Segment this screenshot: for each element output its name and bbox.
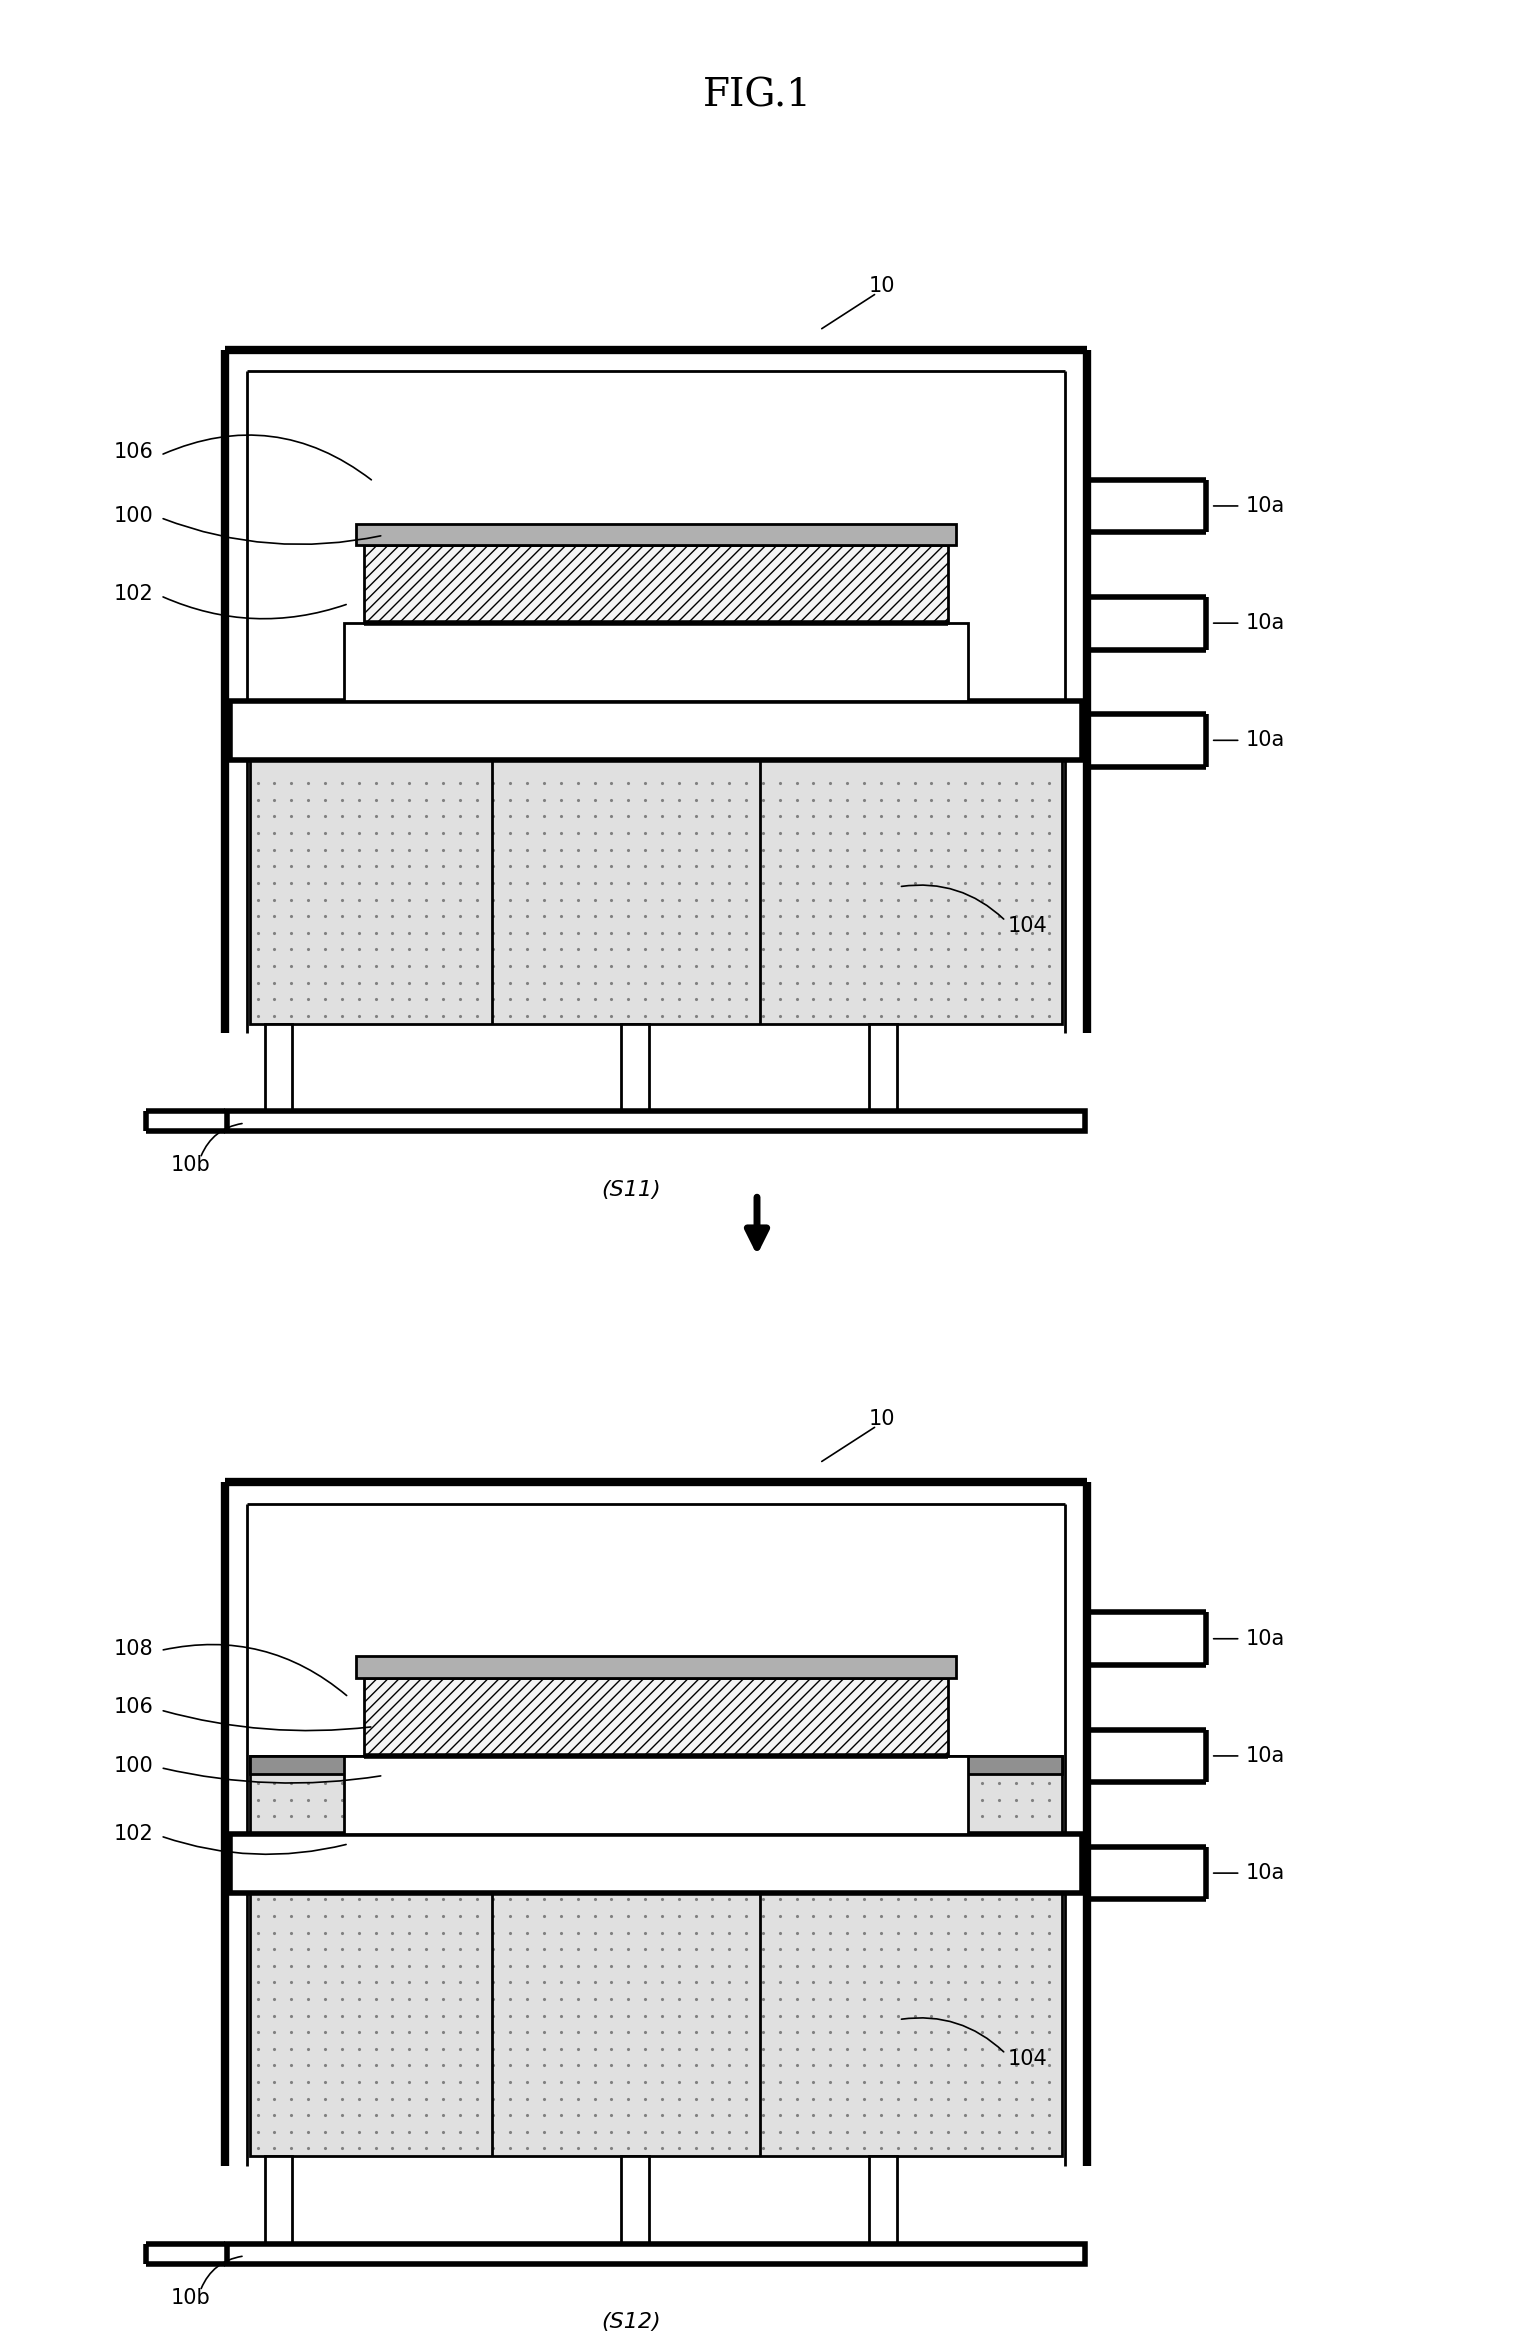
Bar [356, 524, 957, 545]
Text: 106: 106 [114, 443, 153, 462]
Text: 10b: 10b [171, 2289, 210, 2308]
Bar [250, 1755, 1063, 2156]
Text: 106: 106 [114, 1697, 153, 1718]
Bar [250, 1755, 1063, 1774]
Bar [250, 371, 1063, 760]
Bar [621, 1023, 650, 1131]
Bar [1087, 597, 1205, 650]
Text: FIG.1: FIG.1 [702, 77, 812, 114]
Text: 10: 10 [869, 1408, 895, 1429]
Bar [1087, 713, 1205, 767]
Bar [1087, 1613, 1205, 1664]
Text: (S12): (S12) [601, 2312, 662, 2331]
Bar [621, 2156, 650, 2263]
Text: 10: 10 [869, 277, 895, 296]
Bar [230, 702, 1083, 760]
Text: 104: 104 [1008, 916, 1048, 935]
Bar [250, 1503, 1063, 1755]
Text: 10a: 10a [1246, 730, 1285, 751]
Text: 10a: 10a [1246, 1629, 1285, 1648]
Bar [1087, 1846, 1205, 1900]
Text: 10a: 10a [1246, 1746, 1285, 1767]
Text: 100: 100 [114, 506, 153, 527]
Bar [1087, 480, 1205, 531]
Bar [869, 2156, 896, 2263]
Bar [363, 545, 948, 622]
Bar [230, 1834, 1083, 1893]
Text: 104: 104 [1008, 2049, 1048, 2068]
Text: 102: 102 [114, 1825, 153, 1844]
Bar [227, 1112, 1086, 1131]
Bar [363, 1678, 948, 1755]
Bar [344, 622, 967, 702]
Bar [1087, 1730, 1205, 1783]
Text: 108: 108 [114, 1639, 153, 1657]
Bar [869, 1023, 896, 1131]
Text: 102: 102 [114, 583, 153, 604]
Text: (S11): (S11) [601, 1179, 662, 1200]
Text: 10b: 10b [171, 1156, 210, 1175]
Text: 10a: 10a [1246, 613, 1285, 634]
Bar [344, 1755, 967, 1834]
Bar [356, 1657, 957, 1678]
Bar [265, 2156, 292, 2263]
Bar [227, 2245, 1086, 2263]
Text: 10a: 10a [1246, 497, 1285, 515]
Text: 100: 100 [114, 1755, 153, 1776]
Bar [250, 760, 1063, 1023]
Text: 10a: 10a [1246, 1862, 1285, 1883]
Bar [265, 1023, 292, 1131]
